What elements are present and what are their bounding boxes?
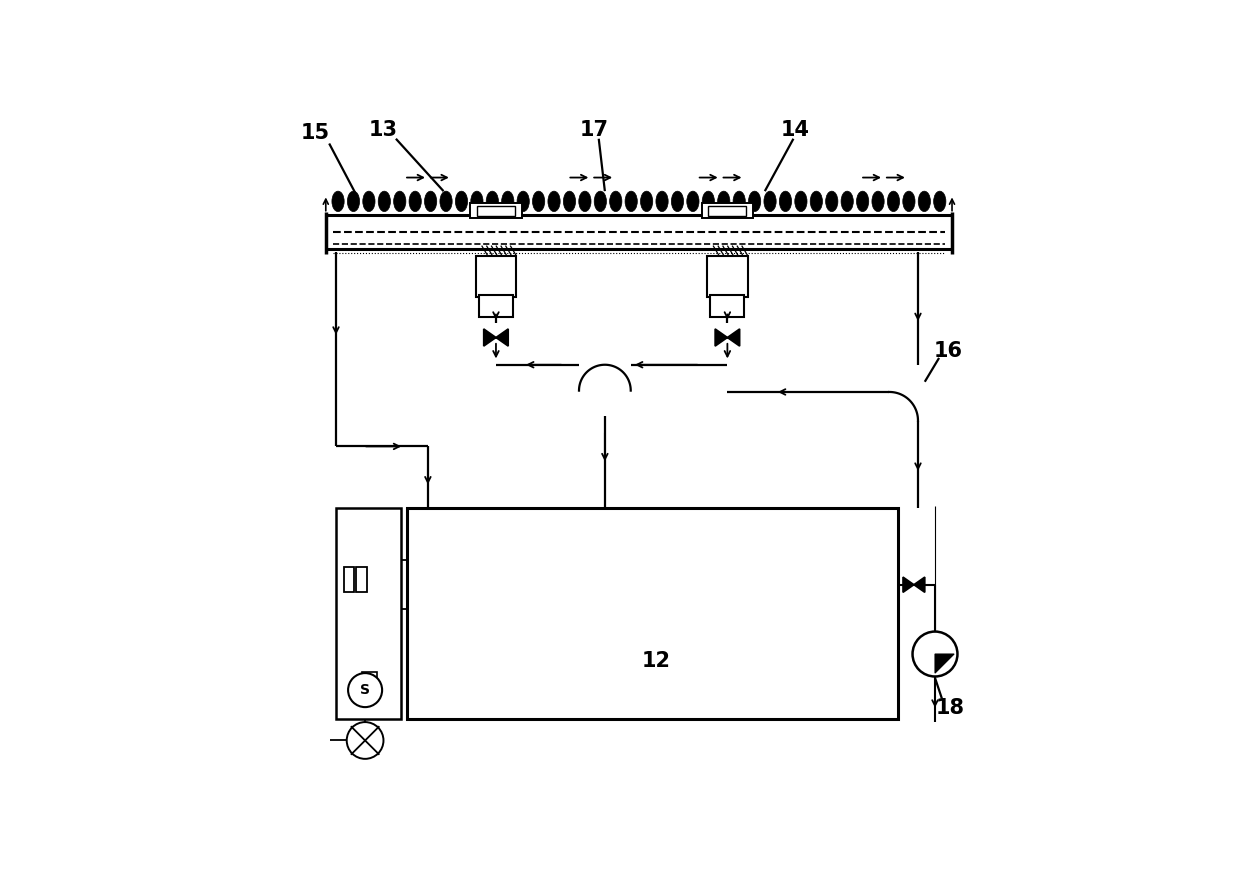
Circle shape: [913, 631, 957, 676]
Bar: [476, 255, 516, 297]
Ellipse shape: [934, 191, 946, 211]
Text: 13: 13: [370, 120, 398, 140]
Ellipse shape: [687, 191, 699, 211]
Ellipse shape: [332, 191, 345, 211]
Ellipse shape: [749, 191, 761, 211]
Polygon shape: [484, 329, 496, 347]
Ellipse shape: [718, 191, 730, 211]
Ellipse shape: [641, 191, 652, 211]
Polygon shape: [903, 577, 914, 592]
Ellipse shape: [888, 191, 899, 211]
Bar: [336, 507, 401, 719]
Text: 12: 12: [641, 651, 671, 671]
Text: 16: 16: [934, 341, 963, 362]
Ellipse shape: [903, 191, 915, 211]
Circle shape: [347, 722, 383, 758]
Ellipse shape: [440, 191, 453, 211]
Ellipse shape: [810, 191, 822, 211]
Bar: [345, 567, 355, 592]
Ellipse shape: [532, 191, 544, 211]
Bar: [356, 567, 367, 592]
Polygon shape: [935, 654, 954, 673]
Ellipse shape: [594, 191, 606, 211]
Ellipse shape: [486, 191, 498, 211]
Ellipse shape: [378, 191, 391, 211]
Ellipse shape: [471, 191, 484, 211]
Text: 15: 15: [301, 123, 330, 143]
Ellipse shape: [918, 191, 930, 211]
Ellipse shape: [517, 191, 529, 211]
Ellipse shape: [702, 191, 714, 211]
Bar: [702, 202, 753, 217]
Bar: [708, 206, 746, 216]
Bar: [479, 295, 513, 317]
Bar: [408, 507, 898, 719]
Bar: [707, 255, 748, 297]
Ellipse shape: [579, 191, 591, 211]
Ellipse shape: [625, 191, 637, 211]
Bar: [362, 672, 377, 687]
Ellipse shape: [795, 191, 807, 211]
Polygon shape: [914, 577, 925, 592]
Circle shape: [348, 673, 382, 707]
Ellipse shape: [393, 191, 405, 211]
Ellipse shape: [548, 191, 560, 211]
Ellipse shape: [610, 191, 622, 211]
Ellipse shape: [363, 191, 374, 211]
Ellipse shape: [455, 191, 467, 211]
Ellipse shape: [502, 191, 513, 211]
Ellipse shape: [780, 191, 791, 211]
Ellipse shape: [857, 191, 869, 211]
Polygon shape: [715, 329, 728, 347]
Bar: [470, 202, 522, 217]
Bar: [711, 295, 744, 317]
Bar: [477, 206, 515, 216]
Text: 17: 17: [580, 120, 609, 140]
Ellipse shape: [826, 191, 838, 211]
Text: 14: 14: [781, 120, 810, 140]
Ellipse shape: [872, 191, 884, 211]
Ellipse shape: [733, 191, 745, 211]
Text: 18: 18: [935, 698, 965, 719]
Ellipse shape: [841, 191, 853, 211]
Ellipse shape: [347, 191, 360, 211]
Ellipse shape: [409, 191, 422, 211]
Ellipse shape: [563, 191, 575, 211]
Ellipse shape: [424, 191, 436, 211]
Text: S: S: [360, 683, 370, 697]
Polygon shape: [728, 329, 739, 347]
Polygon shape: [496, 329, 508, 347]
Ellipse shape: [656, 191, 668, 211]
Ellipse shape: [764, 191, 776, 211]
Ellipse shape: [671, 191, 683, 211]
